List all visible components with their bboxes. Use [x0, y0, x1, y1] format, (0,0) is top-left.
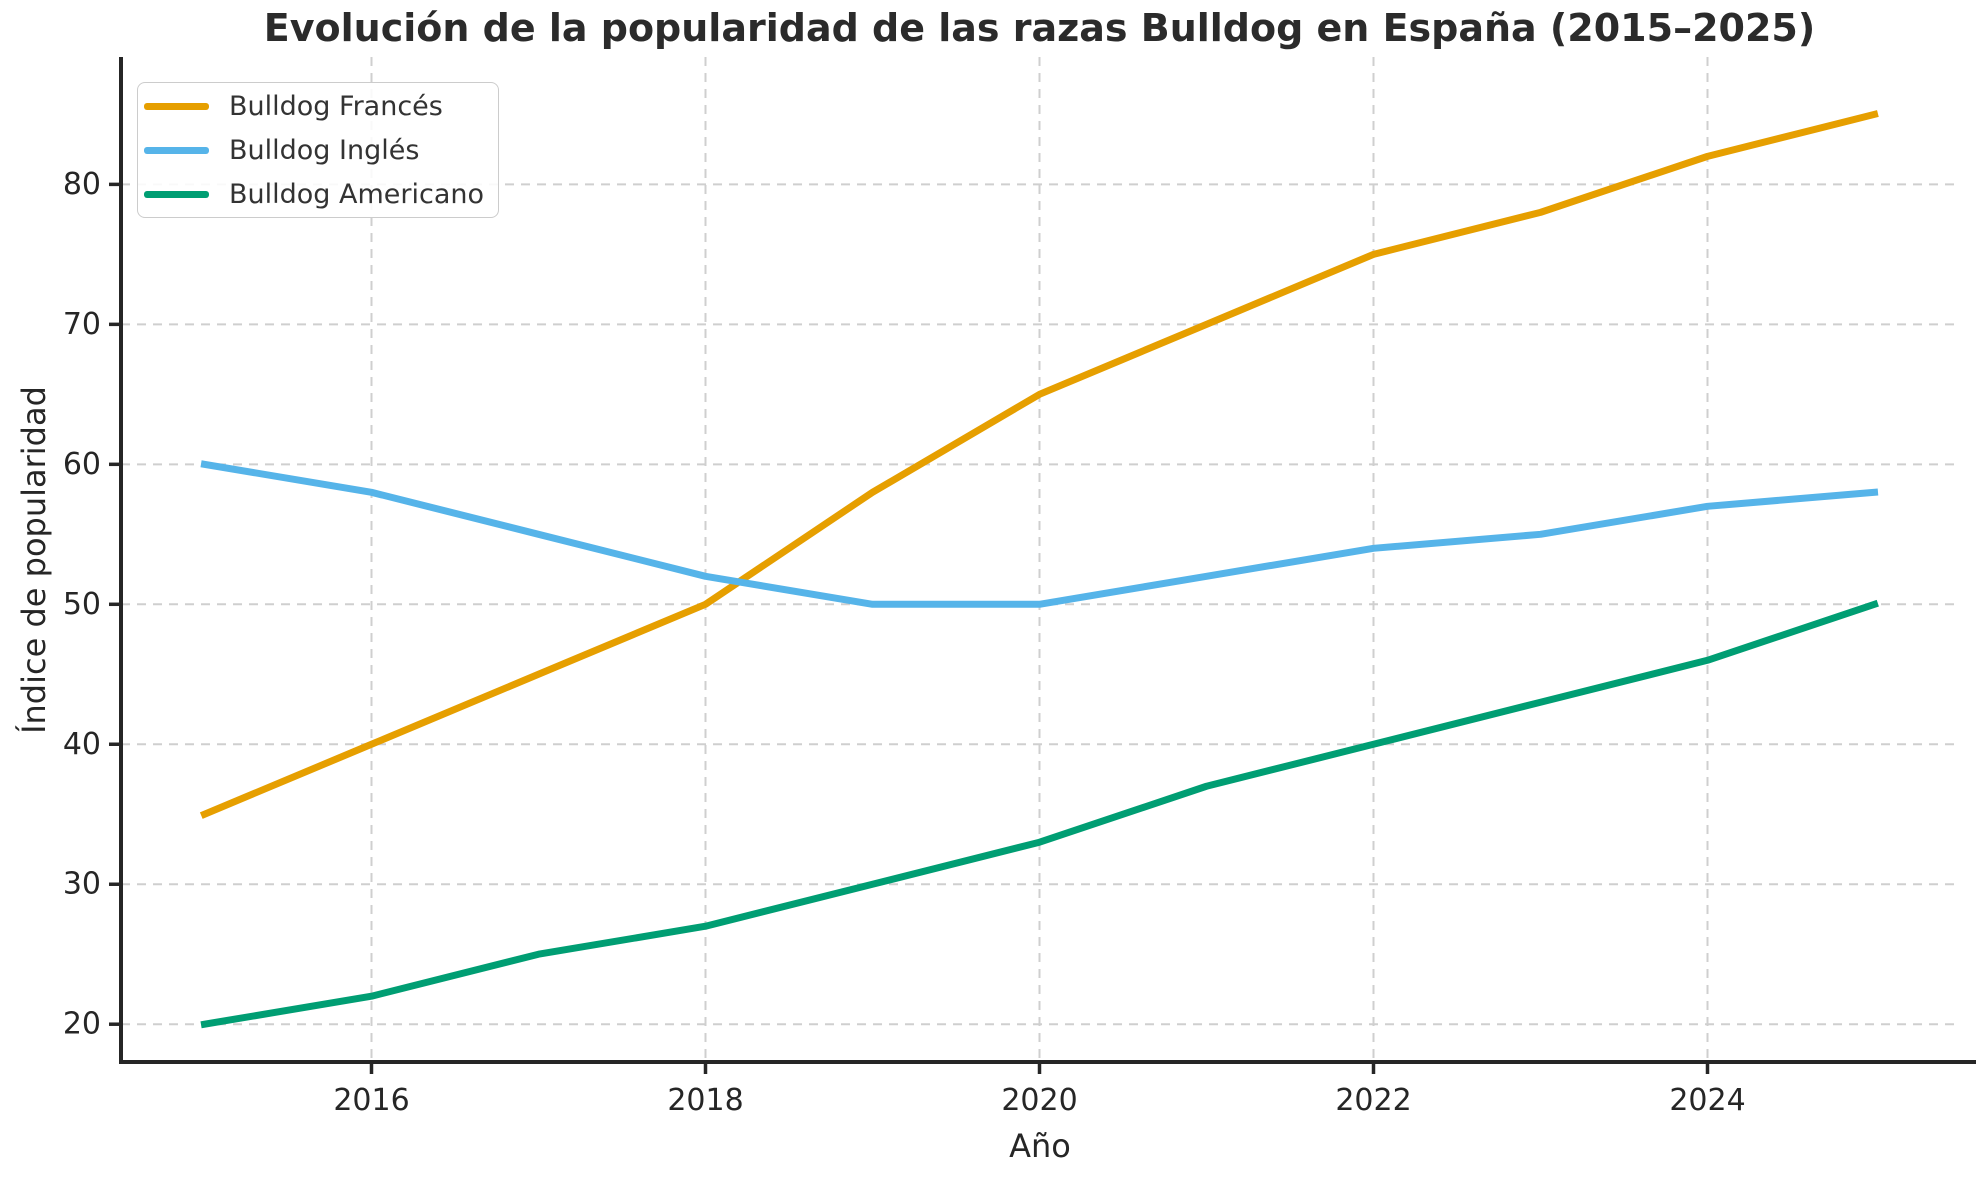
y-tick-label: 40: [63, 727, 101, 762]
legend-item-bulldog-ingles: Bulldog Inglés: [144, 128, 498, 172]
y-tick-label: 30: [63, 867, 101, 902]
y-tick-label: 50: [63, 587, 101, 622]
legend-label: Bulldog Americano: [229, 178, 485, 210]
x-tick-label: 2024: [1669, 1083, 1745, 1118]
data-line-bulldog-franc-s: [199, 110, 1879, 819]
x-tick-label: 2016: [333, 1083, 409, 1118]
x-tick-label: 2022: [1335, 1083, 1411, 1118]
legend-swatch-bulldog-ingles: [144, 146, 209, 154]
x-tick-label: 2020: [1001, 1083, 1077, 1118]
y-tick-label: 80: [63, 167, 101, 202]
y-tick-label: 20: [63, 1007, 101, 1042]
legend-item-bulldog-americano: Bulldog Americano: [144, 172, 498, 216]
legend: Bulldog Francés Bulldog Inglés Bulldog A…: [137, 82, 499, 218]
legend-swatch-bulldog-americano: [144, 190, 209, 198]
legend-label: Bulldog Francés: [229, 90, 443, 122]
legend-item-bulldog-frances: Bulldog Francés: [144, 84, 498, 128]
y-tick-label: 60: [63, 447, 101, 482]
data-line-bulldog-americano: [200, 599, 1879, 1029]
y-axis-label: Índice de popularidad: [15, 386, 53, 734]
legend-label: Bulldog Inglés: [229, 134, 420, 166]
legend-swatch-bulldog-frances: [144, 102, 209, 110]
x-tick-label: 2018: [667, 1083, 743, 1118]
data-line-bulldog-ingl-s: [200, 460, 1879, 608]
chart-title: Evolución de la popularidad de las razas…: [263, 6, 1816, 50]
y-tick-label: 70: [63, 307, 101, 342]
x-axis-label: Año: [1009, 1127, 1071, 1165]
